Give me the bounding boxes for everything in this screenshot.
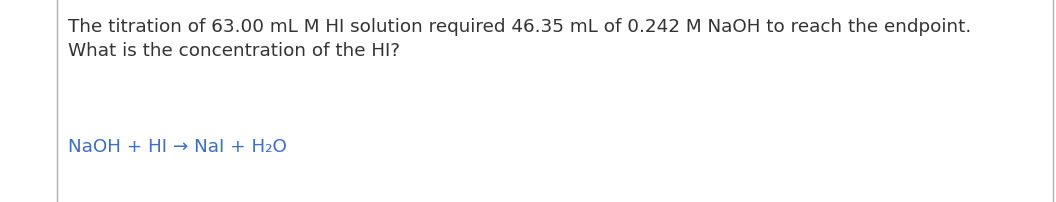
Text: What is the concentration of the HI?: What is the concentration of the HI? [68,42,400,60]
Text: NaOH + HI → NaI + H₂O: NaOH + HI → NaI + H₂O [68,138,287,156]
Text: The titration of 63.00 mL M HI solution required 46.35 mL of 0.242 M NaOH to rea: The titration of 63.00 mL M HI solution … [68,18,972,36]
